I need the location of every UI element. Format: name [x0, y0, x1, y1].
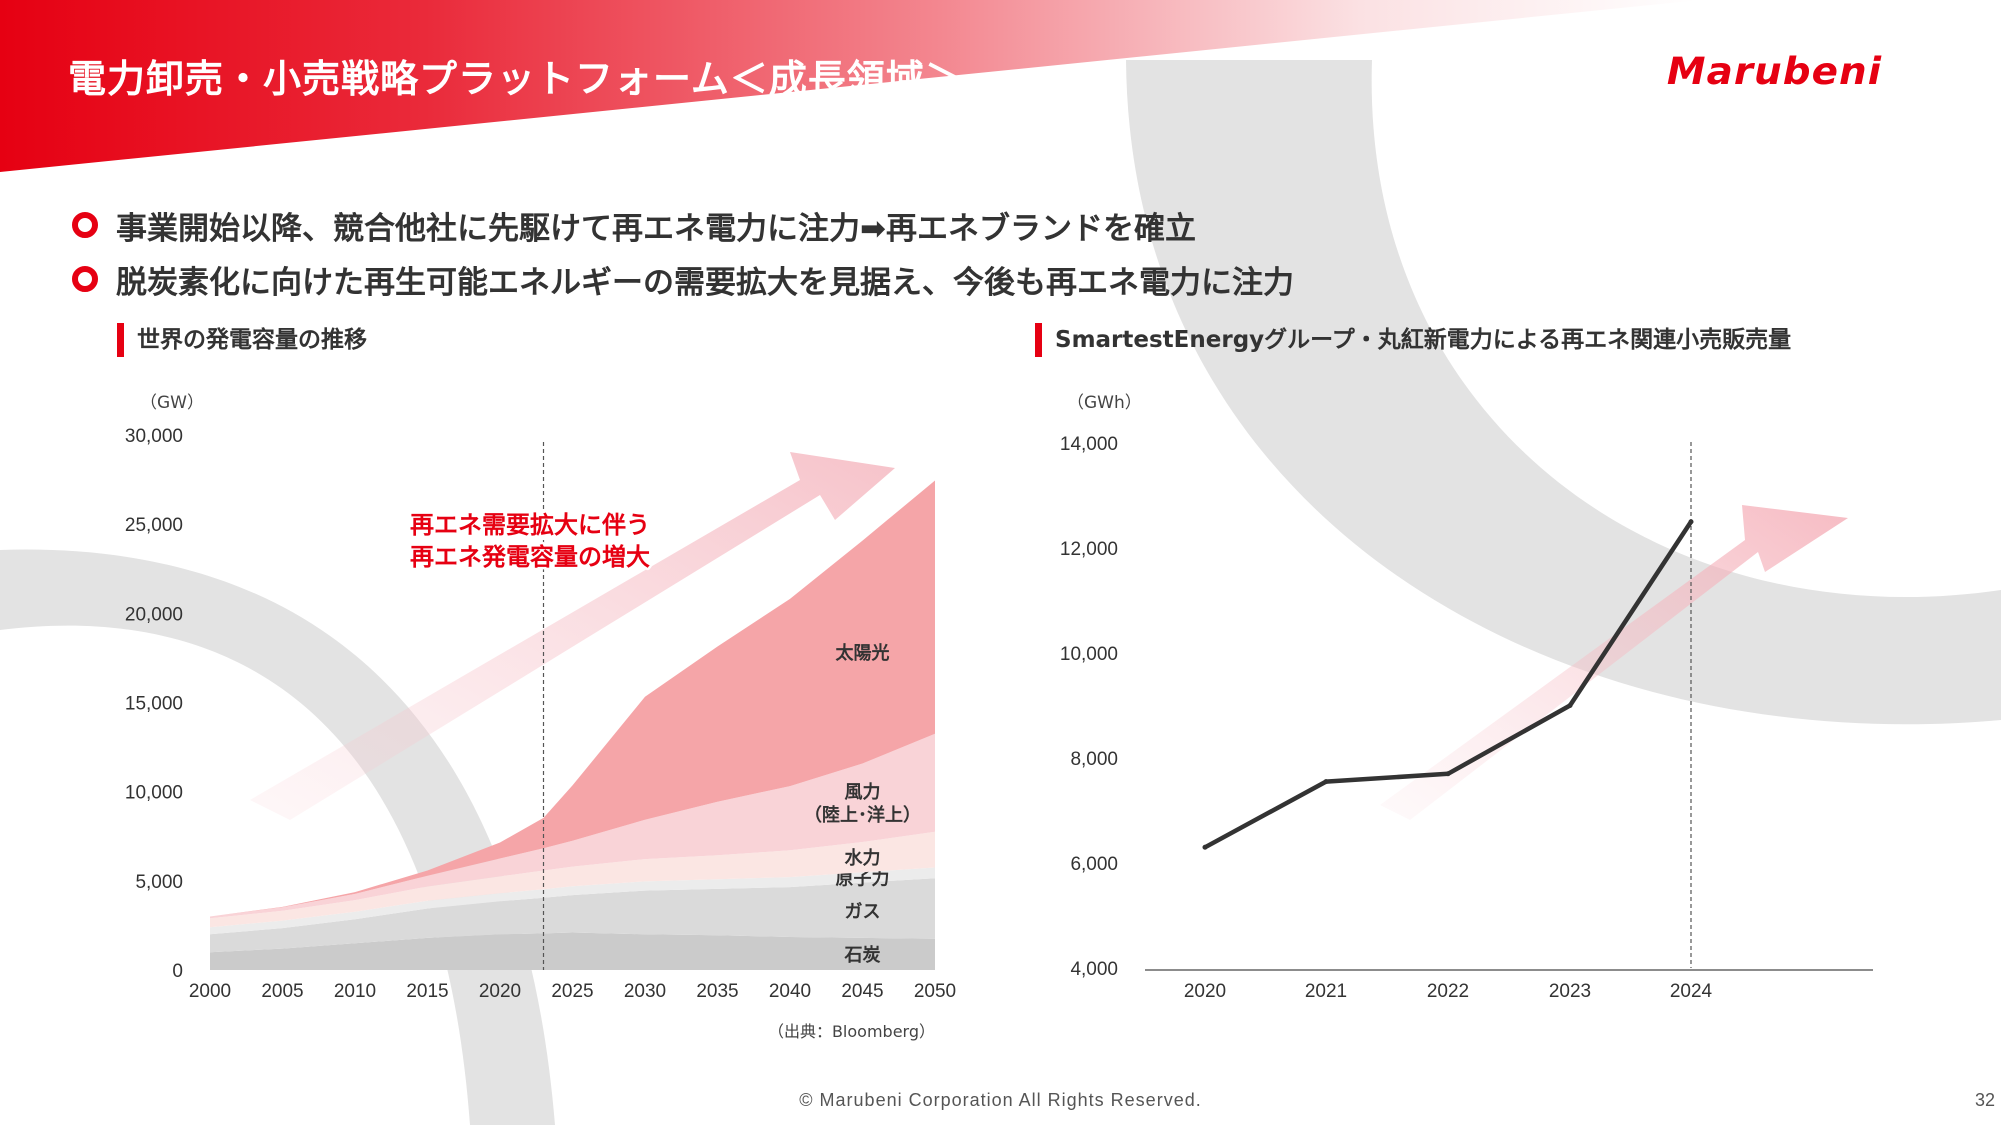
x-tick-label: 2005 — [261, 981, 303, 1002]
sales-volume-line — [1202, 519, 1694, 850]
key-points-list: 事業開始以降、競合他社に先駆けて再エネ電力に注力➡再エネブランドを確立 脱炭素化… — [72, 198, 1294, 306]
x-tick-label: 2024 — [1670, 981, 1713, 1002]
area-series-4 — [210, 733, 935, 919]
y-tick-label: 10,000 — [125, 783, 183, 804]
y-tick-label: 4,000 — [1070, 959, 1118, 980]
key-point-text: 事業開始以降、競合他社に先駆けて再エネ電力に注力➡再エネブランドを確立 — [116, 210, 1196, 247]
area-series-5 — [210, 480, 935, 917]
header-band — [0, 0, 1700, 172]
data-point — [1688, 519, 1694, 525]
area-series-3 — [210, 831, 935, 928]
area-series-2 — [210, 867, 935, 935]
series-label: ガス — [845, 901, 881, 922]
trend-arrow-left — [250, 452, 895, 820]
x-tick-label: 2023 — [1549, 981, 1591, 1002]
x-tick-label: 2040 — [769, 981, 811, 1002]
y-tick-label: 25,000 — [125, 515, 183, 536]
series-label: 石炭 — [844, 944, 881, 966]
area-series-0 — [210, 932, 935, 970]
key-point-1: 事業開始以降、競合他社に先駆けて再エネ電力に注力➡再エネブランドを確立 — [72, 198, 1294, 252]
growth-annotation: 再エネ発電容量の増大 — [410, 543, 650, 571]
x-tick-label: 2025 — [551, 981, 593, 1002]
y-tick-label: 30,000 — [125, 426, 183, 447]
y-tick-label: 5,000 — [135, 872, 183, 893]
right-chart-title: SmartestEnergyグループ・丸紅新電力による再エネ関連小売販売量 — [1035, 323, 1791, 357]
data-point — [1323, 779, 1329, 785]
x-tick-label: 2035 — [696, 981, 738, 1002]
y-axis-unit: （GWh） — [1067, 393, 1142, 413]
y-tick-label: 10,000 — [1060, 644, 1118, 665]
x-tick-label: 2022 — [1427, 981, 1469, 1002]
x-tick-label: 2050 — [914, 981, 956, 1002]
data-point — [1567, 703, 1573, 708]
growth-annotation: 再エネ需要拡大に伴う — [410, 511, 650, 539]
y-tick-label: 14,000 — [1060, 434, 1118, 455]
series-label: （陸上･洋上） — [804, 804, 921, 826]
x-tick-label: 2000 — [189, 981, 231, 1002]
bullet-ring-icon — [72, 212, 98, 238]
marubeni-logo: Marubeni — [1666, 50, 1883, 93]
x-tick-label: 2020 — [479, 981, 521, 1002]
series-label: 原子力 — [836, 868, 890, 889]
x-tick-label: 2010 — [334, 981, 376, 1002]
series-label: 水力 — [845, 847, 881, 869]
data-point — [1445, 771, 1451, 777]
y-tick-label: 8,000 — [1070, 749, 1118, 770]
y-tick-label: 0 — [172, 961, 183, 982]
trend-arrow-right — [1380, 505, 1848, 820]
key-point-2: 脱炭素化に向けた再生可能エネルギーの需要拡大を見据え、今後も再エネ電力に注力 — [72, 252, 1294, 306]
area-series-1 — [210, 878, 935, 953]
y-tick-label: 20,000 — [125, 604, 183, 625]
page-title: 電力卸売・小売戦略プラットフォーム＜成長領域＞ — [68, 57, 964, 101]
key-point-text: 脱炭素化に向けた再生可能エネルギーの需要拡大を見据え、今後も再エネ電力に注力 — [116, 264, 1294, 301]
left-chart-title: 世界の発電容量の推移 — [117, 323, 367, 357]
page-number: 32 — [1974, 1090, 1995, 1110]
x-tick-label: 2021 — [1305, 981, 1347, 1002]
grey-arc-left — [0, 549, 555, 1125]
x-tick-label: 2045 — [841, 981, 883, 1002]
series-label: 風力 — [845, 782, 881, 803]
source-note: （出典：Bloomberg） — [768, 1022, 935, 1041]
x-tick-label: 2015 — [406, 981, 448, 1002]
data-point — [1202, 844, 1208, 850]
series-label: 太陽光 — [836, 642, 890, 664]
x-tick-label: 2020 — [1184, 981, 1226, 1002]
y-tick-label: 6,000 — [1070, 854, 1118, 875]
y-tick-label: 15,000 — [125, 694, 183, 715]
grey-arc-right — [1126, 60, 2001, 725]
y-tick-label: 12,000 — [1060, 539, 1118, 560]
retail-sales-line-chart: 4,000 6,000 8,000 10,000 12,000 14,000 2020 202… — [1060, 393, 1873, 1002]
y-axis-unit: （GW） — [140, 393, 204, 413]
x-tick-label: 2030 — [624, 981, 666, 1002]
bullet-ring-icon — [72, 266, 98, 292]
copyright-footer: © Marubeni Corporation All Rights Reserv… — [799, 1090, 1202, 1110]
